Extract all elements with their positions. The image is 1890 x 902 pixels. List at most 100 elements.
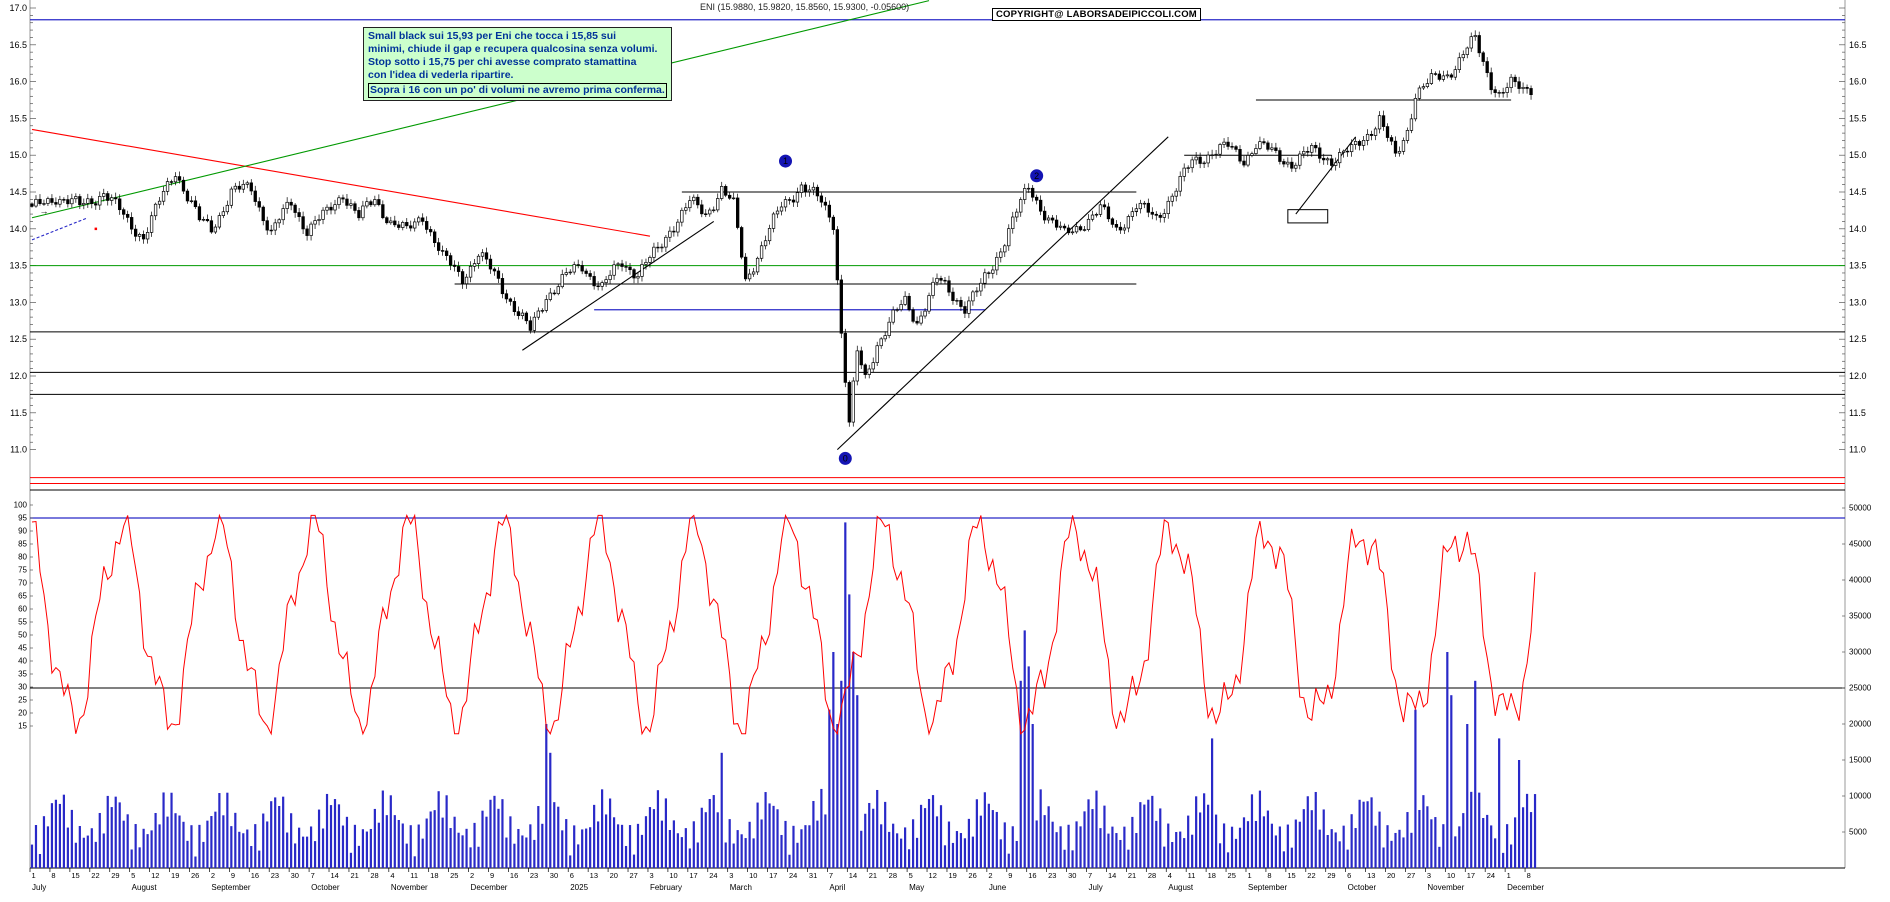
svg-text:19: 19 (948, 871, 956, 880)
svg-text:13.0: 13.0 (9, 297, 27, 307)
svg-text:45: 45 (18, 644, 27, 653)
svg-text:April: April (829, 883, 845, 892)
svg-text:95: 95 (18, 514, 27, 523)
svg-text:July: July (32, 883, 46, 892)
svg-text:6: 6 (1347, 871, 1351, 880)
svg-text:100: 100 (14, 501, 28, 510)
svg-text:26: 26 (191, 871, 199, 880)
svg-text:11.5: 11.5 (10, 408, 27, 418)
svg-text:9: 9 (490, 871, 494, 880)
svg-text:4: 4 (1168, 871, 1172, 880)
svg-text:17: 17 (769, 871, 777, 880)
svg-text:September: September (211, 883, 250, 892)
svg-text:17: 17 (689, 871, 697, 880)
svg-text:12.0: 12.0 (9, 371, 27, 381)
quote-title: ENI (15.9880, 15.9820, 15.8560, 15.9300,… (700, 2, 910, 12)
svg-text:December: December (1507, 883, 1544, 892)
svg-text:25: 25 (1228, 871, 1236, 880)
svg-text:15: 15 (71, 871, 79, 880)
svg-text:70: 70 (18, 579, 27, 588)
svg-text:14.0: 14.0 (1849, 224, 1867, 234)
svg-text:3: 3 (649, 871, 653, 880)
svg-text:5: 5 (131, 871, 135, 880)
svg-text:15.5: 15.5 (9, 113, 27, 123)
svg-text:8: 8 (51, 871, 55, 880)
svg-text:10: 10 (669, 871, 677, 880)
svg-text:12.0: 12.0 (1849, 371, 1867, 381)
svg-text:18: 18 (430, 871, 438, 880)
svg-text:22: 22 (1307, 871, 1315, 880)
svg-text:21: 21 (350, 871, 358, 880)
copyright-badge: COPYRIGHT@ LABORSADEIPICCOLI.COM (992, 8, 1201, 21)
svg-text:16.5: 16.5 (9, 40, 27, 50)
svg-text:30: 30 (291, 871, 299, 880)
svg-text:7: 7 (829, 871, 833, 880)
svg-text:8: 8 (1527, 871, 1531, 880)
svg-text:15.0: 15.0 (9, 150, 27, 160)
svg-text:11.0: 11.0 (1849, 445, 1866, 455)
svg-text:23: 23 (530, 871, 538, 880)
svg-text:31: 31 (809, 871, 817, 880)
svg-text:5: 5 (909, 871, 913, 880)
svg-text:20: 20 (1387, 871, 1395, 880)
svg-text:1: 1 (32, 871, 36, 880)
svg-text:50: 50 (18, 631, 27, 640)
svg-text:February: February (650, 883, 682, 892)
wave-marker-2: 2 (1030, 169, 1044, 183)
svg-text:27: 27 (630, 871, 638, 880)
svg-text:18: 18 (1208, 871, 1216, 880)
svg-text:80: 80 (18, 553, 27, 562)
svg-text:24: 24 (1487, 871, 1495, 880)
svg-text:12.5: 12.5 (9, 334, 27, 344)
svg-text:40: 40 (18, 657, 27, 666)
svg-text:→: → (39, 206, 48, 216)
annotation-emphasis: Sopra i 16 con un po' di volumi ne avrem… (368, 83, 667, 98)
svg-text:May: May (909, 883, 924, 892)
svg-text:10: 10 (749, 871, 757, 880)
svg-text:14.0: 14.0 (9, 224, 27, 234)
svg-text:20: 20 (18, 709, 27, 718)
svg-text:65: 65 (18, 592, 27, 601)
svg-text:75: 75 (18, 566, 27, 575)
svg-text:26: 26 (968, 871, 976, 880)
svg-text:25000: 25000 (1849, 684, 1872, 693)
svg-text:August: August (1168, 883, 1194, 892)
svg-text:13: 13 (1367, 871, 1375, 880)
svg-text:October: October (1348, 883, 1377, 892)
svg-text:4: 4 (390, 871, 394, 880)
svg-text:28: 28 (889, 871, 897, 880)
svg-text:2: 2 (470, 871, 474, 880)
svg-text:30: 30 (1068, 871, 1076, 880)
svg-text:November: November (1427, 883, 1464, 892)
svg-text:8: 8 (1267, 871, 1271, 880)
svg-text:29: 29 (111, 871, 119, 880)
svg-text:10000: 10000 (1849, 792, 1872, 801)
svg-text:11: 11 (410, 871, 418, 880)
svg-text:23: 23 (1048, 871, 1056, 880)
svg-text:27: 27 (1407, 871, 1415, 880)
svg-text:21: 21 (1128, 871, 1136, 880)
svg-text:40000: 40000 (1849, 576, 1872, 585)
svg-text:16.5: 16.5 (1849, 40, 1867, 50)
svg-text:October: October (311, 883, 340, 892)
svg-text:25: 25 (450, 871, 458, 880)
svg-text:13.5: 13.5 (1849, 261, 1867, 271)
svg-text:23: 23 (271, 871, 279, 880)
svg-text:17: 17 (1467, 871, 1475, 880)
svg-text:24: 24 (789, 871, 797, 880)
svg-text:15.5: 15.5 (1849, 113, 1867, 123)
svg-text:29: 29 (1327, 871, 1335, 880)
svg-text:45000: 45000 (1849, 540, 1872, 549)
svg-text:20: 20 (610, 871, 618, 880)
svg-text:7: 7 (1088, 871, 1092, 880)
svg-text:85: 85 (18, 540, 27, 549)
svg-text:2025: 2025 (570, 883, 588, 892)
price-panel (30, 0, 1533, 450)
svg-text:1: 1 (1247, 871, 1251, 880)
svg-text:16: 16 (251, 871, 259, 880)
svg-text:September: September (1248, 883, 1287, 892)
svg-text:1: 1 (1507, 871, 1511, 880)
svg-text:2: 2 (211, 871, 215, 880)
svg-text:14: 14 (331, 871, 339, 880)
